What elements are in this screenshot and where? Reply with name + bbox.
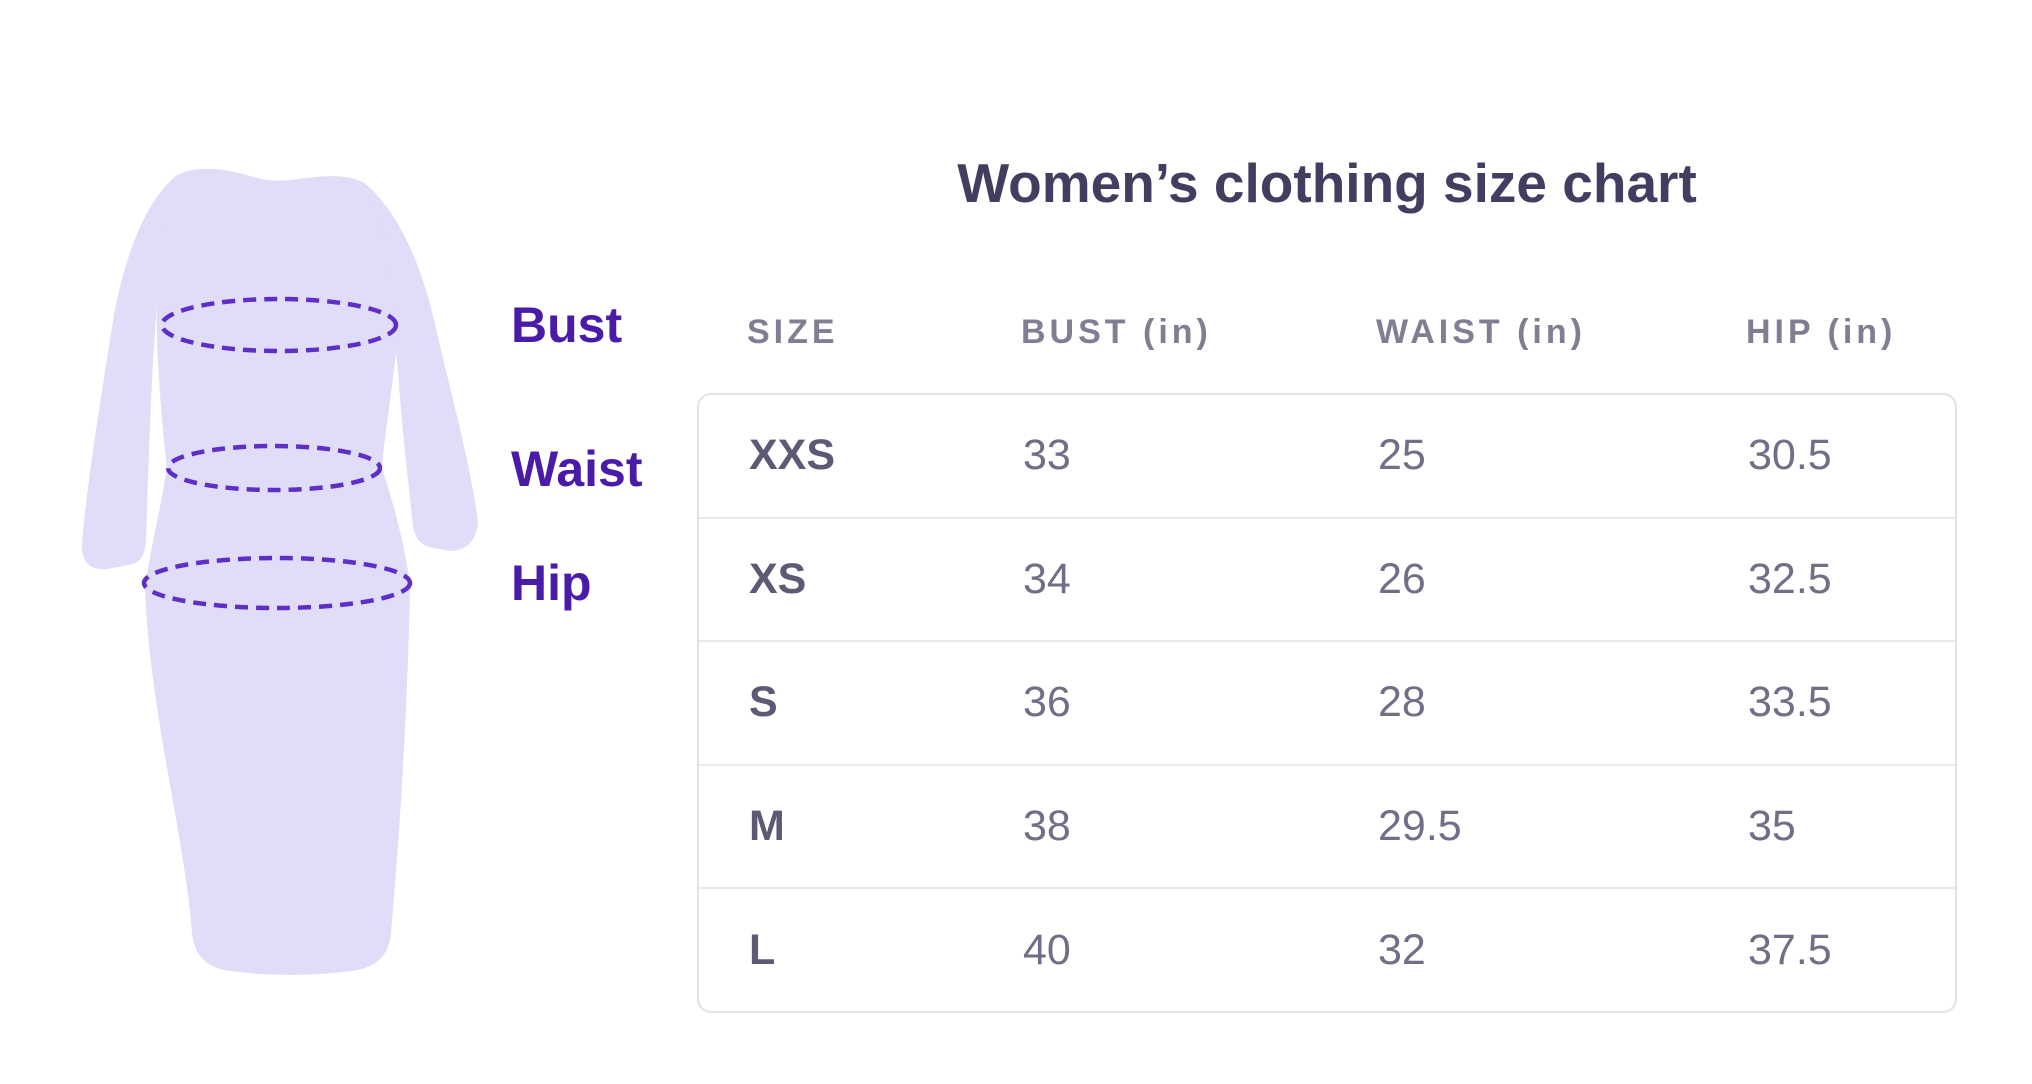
column-header-hip: HIP (in) (1746, 313, 1897, 351)
hip-cell: 33.5 (1748, 678, 1832, 727)
hip-measure-line (141, 555, 413, 611)
bust-cell: 33 (1023, 431, 1071, 480)
size-cell: M (749, 802, 785, 851)
dress-left-sleeve-shape (81, 175, 177, 570)
table-row-xxs: XXS 33 25 30.5 (699, 395, 1955, 517)
hip-cell: 35 (1748, 802, 1796, 851)
page-title: Women’s clothing size chart (957, 152, 1697, 214)
column-header-size: SIZE (747, 313, 839, 351)
dress-illustration (81, 168, 478, 976)
table-row-m: M 38 29.5 35 (699, 763, 1955, 888)
waist-cell: 26 (1378, 554, 1426, 603)
table-header-row: SIZE BUST (in) WAIST (in) HIP (in) (697, 314, 1957, 350)
column-header-waist: WAIST (in) (1376, 313, 1586, 351)
size-cell: XS (749, 554, 807, 603)
waist-cell: 29.5 (1378, 802, 1462, 851)
size-cell: L (749, 925, 776, 974)
waist-measure-line (165, 443, 383, 493)
table-row-xs: XS 34 26 32.5 (699, 516, 1955, 641)
table-row-l: L 40 32 37.5 (699, 887, 1955, 1011)
hip-cell: 37.5 (1748, 925, 1832, 974)
waist-label: Waist (511, 441, 643, 497)
bust-cell: 40 (1023, 925, 1071, 974)
dress-body-shape (145, 168, 410, 976)
bust-cell: 38 (1023, 802, 1071, 851)
bust-cell: 34 (1023, 554, 1071, 603)
table-row-s: S 36 28 33.5 (699, 640, 1955, 764)
hip-cell: 32.5 (1748, 554, 1832, 603)
bust-measure-line (159, 296, 399, 354)
waist-cell: 25 (1378, 431, 1426, 480)
hip-label: Hip (511, 555, 592, 611)
hip-cell: 30.5 (1748, 431, 1832, 480)
size-table: XXS 33 25 30.5 XS 34 26 32.5 S 36 28 33.… (697, 393, 1957, 1013)
dress-right-sleeve-shape (363, 182, 478, 551)
size-cell: XXS (749, 431, 836, 480)
column-header-bust: BUST (in) (1021, 313, 1212, 351)
bust-cell: 36 (1023, 678, 1071, 727)
bust-label: Bust (511, 297, 623, 353)
waist-cell: 28 (1378, 678, 1426, 727)
size-cell: S (749, 678, 778, 727)
waist-cell: 32 (1378, 925, 1426, 974)
